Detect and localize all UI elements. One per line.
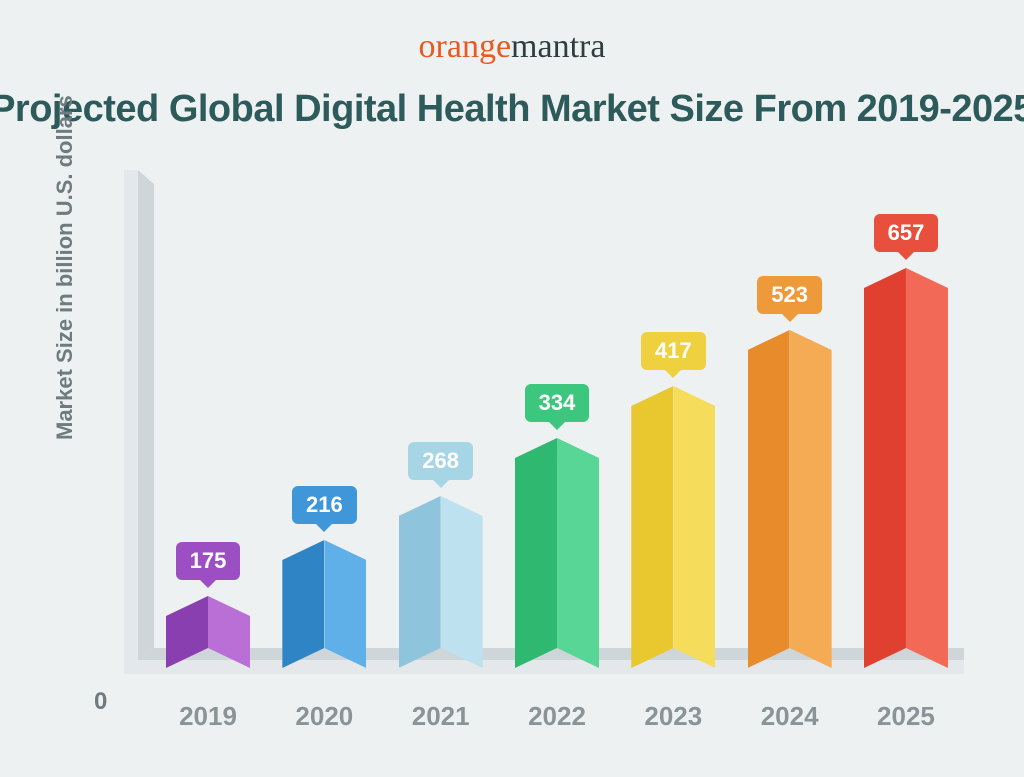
value-text: 216 (306, 492, 343, 517)
bar-3d-shape (166, 596, 250, 668)
x-label-2025: 2025 (860, 701, 952, 732)
value-bubble-2025: 657 (874, 214, 939, 252)
x-label-2022: 2022 (511, 701, 603, 732)
brand-logo: orangemantra (419, 28, 606, 66)
bar-2021: 268 (395, 442, 487, 668)
x-axis-labels: 2019 2020 2021 2022 2023 2024 2025 (162, 701, 952, 732)
plot-region: 175 216 268 334 417 523 657 201920202021… (124, 170, 964, 690)
x-label-2019: 2019 (162, 701, 254, 732)
bar-left-face (864, 268, 906, 668)
bar-left-face (282, 540, 324, 668)
bar-2023: 417 (627, 332, 719, 668)
y-axis-zero: 0 (94, 688, 107, 716)
x-label-2021: 2021 (395, 701, 487, 732)
bar-3d-shape (399, 496, 483, 668)
bar-3d-shape (864, 268, 948, 668)
axis-left-inner (138, 170, 154, 660)
bar-right-face (557, 438, 599, 668)
bar-2025: 657 (860, 214, 952, 668)
value-bubble-2024: 523 (757, 276, 822, 314)
bar-right-face (324, 540, 366, 668)
logo-part-mantra: mantra (511, 28, 605, 65)
value-text: 657 (888, 220, 925, 245)
bar-3d-shape (748, 330, 832, 668)
bar-right-face (208, 596, 250, 668)
bar-2019: 175 (162, 542, 254, 668)
bar-right-face (673, 386, 715, 668)
chart-title: Projected Global Digital Health Market S… (0, 88, 1024, 131)
bar-left-face (399, 496, 441, 668)
bar-right-face (790, 330, 832, 668)
bar-left-face (748, 330, 790, 668)
bar-left-face (631, 386, 673, 668)
bar-2022: 334 (511, 384, 603, 668)
bar-3d-shape (631, 386, 715, 668)
bar-3d-shape (282, 540, 366, 668)
value-bubble-2023: 417 (641, 332, 706, 370)
bar-2024: 523 (744, 276, 836, 668)
value-bubble-2021: 268 (408, 442, 473, 480)
value-text: 334 (539, 390, 576, 415)
chart-area: Market Size in billion U.S. dollars 0 17… (74, 170, 974, 730)
bar-left-face (166, 596, 208, 668)
value-bubble-2019: 175 (176, 542, 241, 580)
y-axis-label: Market Size in billion U.S. dollars (52, 95, 78, 440)
x-label-2023: 2023 (627, 701, 719, 732)
logo-part-orange: orange (419, 28, 512, 65)
value-text: 175 (190, 548, 227, 573)
bar-2020: 216 (278, 486, 370, 668)
value-text: 523 (771, 282, 808, 307)
bar-3d-shape (515, 438, 599, 668)
bar-left-face (515, 438, 557, 668)
bars-container: 175 216 268 334 417 523 657 (162, 188, 952, 668)
bar-right-face (441, 496, 483, 668)
value-text: 268 (422, 448, 459, 473)
value-text: 417 (655, 338, 692, 363)
x-label-2024: 2024 (744, 701, 836, 732)
infographic-root: orangemantra Projected Global Digital He… (0, 0, 1024, 777)
value-bubble-2020: 216 (292, 486, 357, 524)
axis-left-outer (124, 170, 138, 674)
x-label-2020: 2020 (278, 701, 370, 732)
bar-right-face (906, 268, 948, 668)
value-bubble-2022: 334 (525, 384, 590, 422)
